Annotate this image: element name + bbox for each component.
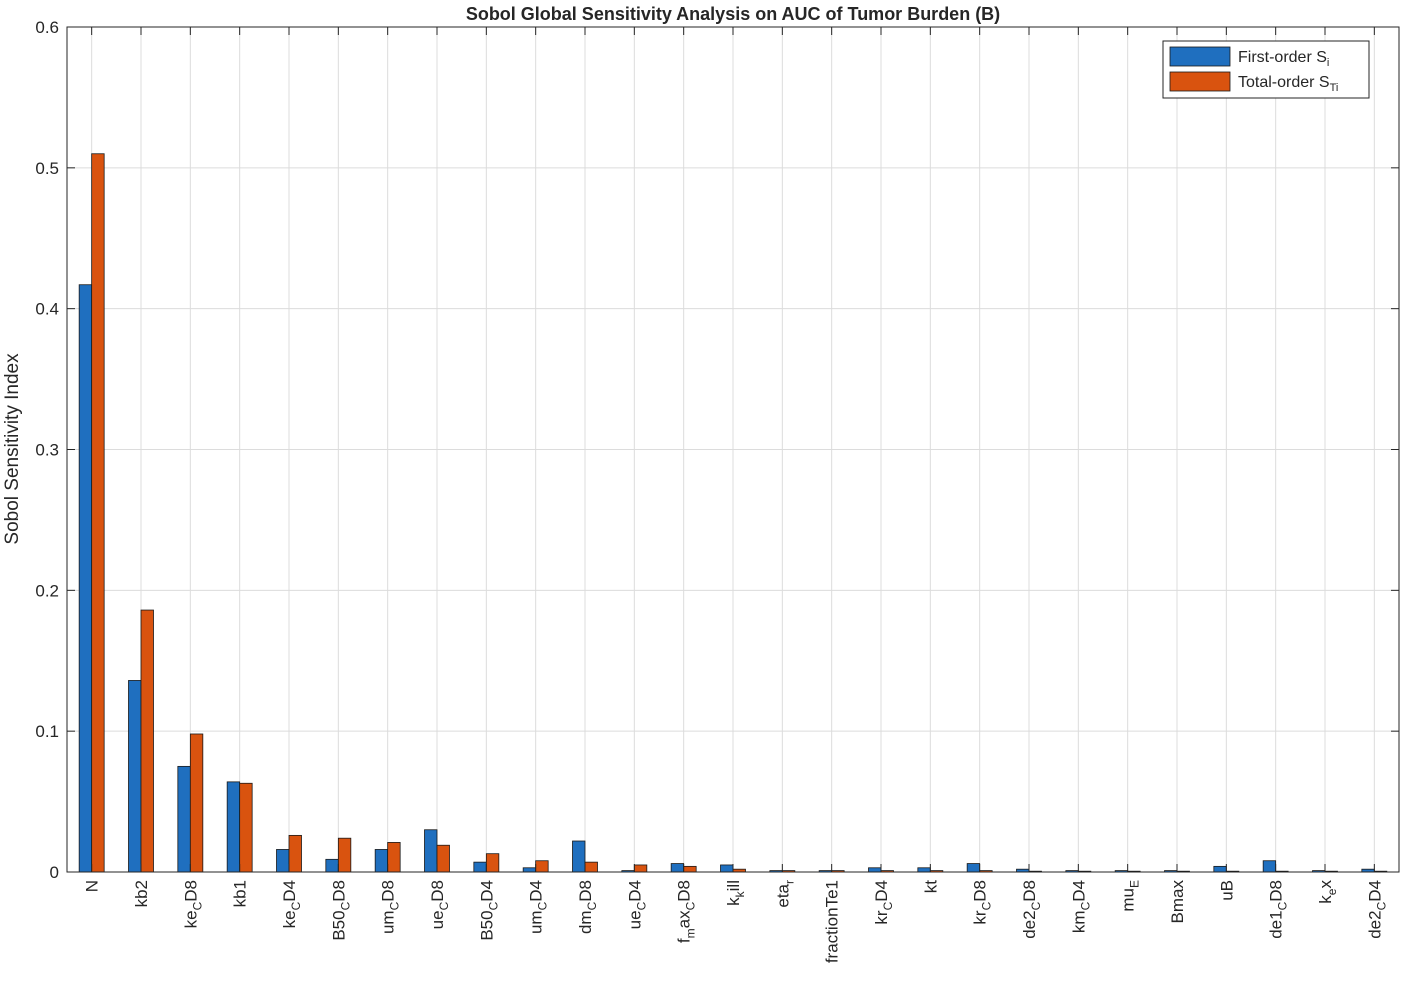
total-order-bar <box>387 842 401 873</box>
x-tick-label: ueCD4 <box>625 880 648 929</box>
first-order-bar <box>1262 860 1277 873</box>
x-tick-label: B50CD4 <box>477 880 500 941</box>
legend-swatch <box>1169 46 1231 67</box>
y-tick-label: 0.4 <box>35 300 59 319</box>
first-order-bar <box>917 867 931 873</box>
first-order-bar <box>177 765 191 873</box>
x-tick-label: de2CD4 <box>1365 880 1388 939</box>
x-tick-label: krCD8 <box>971 880 994 925</box>
first-order-bar <box>572 840 586 873</box>
x-tick-label: N <box>83 880 102 892</box>
x-tick-label: kb2 <box>132 880 151 907</box>
first-order-bar <box>473 861 487 873</box>
x-tick-label: umCD8 <box>379 880 402 934</box>
x-tick-label: umCD4 <box>527 880 550 934</box>
first-order-bar <box>128 680 142 873</box>
x-tick-label: fmaxCD8 <box>675 880 698 943</box>
y-axis-ticks: 0 0.1 0.2 0.3 0.4 0.5 0.6 <box>35 18 1399 882</box>
total-order-bar <box>189 733 204 873</box>
y-tick-label: 0.5 <box>35 159 59 178</box>
x-tick-label: dmCD8 <box>576 880 599 934</box>
total-order-bar <box>485 853 500 873</box>
x-tick-label: de1CD8 <box>1267 880 1290 939</box>
first-order-bar <box>522 867 537 873</box>
x-tick-label: kmCD4 <box>1069 880 1092 933</box>
total-order-bar <box>337 837 352 873</box>
y-tick-label: 0.3 <box>35 441 59 460</box>
total-order-bar <box>436 844 450 873</box>
first-order-bar <box>276 849 290 873</box>
chart-title: Sobol Global Sensitivity Analysis on AUC… <box>466 4 1000 24</box>
x-tick-label: Bmax <box>1168 880 1187 924</box>
legend-label: First-order Si <box>1238 49 1329 69</box>
total-order-bar <box>140 609 154 873</box>
first-order-bar <box>868 867 882 873</box>
x-tick-label: keCD4 <box>280 880 303 928</box>
total-order-bar <box>91 153 105 873</box>
x-tick-label: muE <box>1119 880 1142 912</box>
x-tick-label: kt <box>921 880 940 894</box>
first-order-bar <box>424 829 438 873</box>
first-order-bar <box>325 858 339 873</box>
first-order-bar <box>1213 865 1227 873</box>
first-order-bar <box>670 863 685 873</box>
x-tick-label: kex <box>1316 880 1339 904</box>
x-tick-label: keCD8 <box>181 880 204 928</box>
first-order-bar <box>374 849 389 873</box>
x-tick-label: kb1 <box>231 880 250 907</box>
y-tick-label: 0.2 <box>35 581 59 600</box>
total-order-bar <box>535 860 549 873</box>
legend-swatch <box>1169 71 1231 92</box>
y-tick-label: 0 <box>50 863 59 882</box>
first-order-bar <box>966 863 981 873</box>
total-order-bar <box>584 861 598 873</box>
x-tick-label: kkill <box>724 880 747 906</box>
x-tick-label: B50CD8 <box>329 880 352 941</box>
y-tick-label: 0.1 <box>35 722 59 741</box>
x-tick-label: etar <box>773 880 796 908</box>
y-tick-label: 0.6 <box>35 18 59 37</box>
grid-lines <box>67 27 1399 872</box>
first-order-bar <box>78 284 93 873</box>
x-tick-label: ueCD8 <box>428 880 451 929</box>
legend: First-order Si Total-order STi <box>1162 40 1370 99</box>
total-order-bar <box>239 782 253 873</box>
x-tick-label: uB <box>1217 880 1236 901</box>
total-order-bar <box>683 865 697 873</box>
x-tick-label: krCD4 <box>872 880 895 925</box>
total-order-bar <box>633 864 648 873</box>
first-order-bar <box>226 781 241 873</box>
legend-label: Total-order STi <box>1238 74 1338 94</box>
x-tick-label: fractionTe1 <box>823 880 842 963</box>
first-order-bar <box>720 864 734 873</box>
x-tick-label: de2CD8 <box>1020 880 1043 939</box>
y-axis-label: Sobol Sensitivity Index <box>2 353 23 545</box>
total-order-bar <box>288 834 302 873</box>
